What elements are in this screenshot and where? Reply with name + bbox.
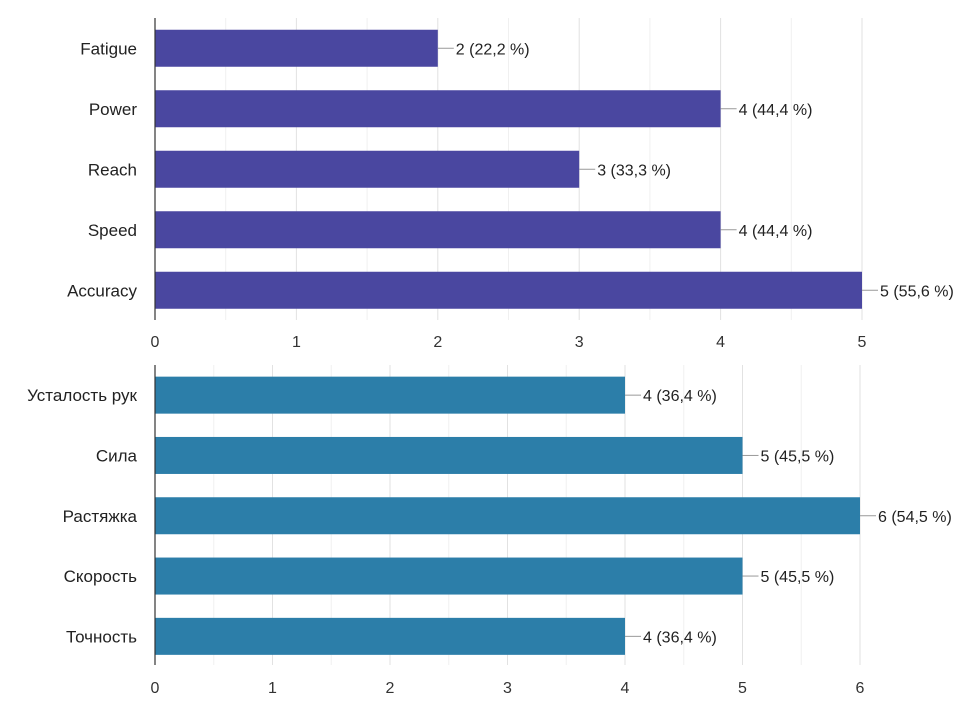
chart-2-x-tick-label: 6 [856,680,865,697]
chart-2-data-label: 5 (45,5 %) [761,448,835,465]
chart-1-bar [155,271,862,309]
chart-1-category-label: Speed [88,221,137,240]
chart-2-category-label: Точность [66,627,137,646]
chart-2-x-tick-label: 1 [268,680,277,697]
chart-1-category-label: Accuracy [67,281,137,300]
chart-2-category-label: Растяжка [63,507,138,526]
chart-2-bar [155,497,860,535]
chart-1-data-label: 2 (22,2 %) [456,41,530,58]
chart-1-bar [155,150,580,188]
chart-2-data-label: 4 (36,4 %) [643,388,717,405]
chart-2-data-label: 6 (54,5 %) [878,509,952,526]
chart-2-data-label: 4 (36,4 %) [643,629,717,646]
chart-2-category-label: Сила [96,446,138,465]
chart-2-x-tick-label: 3 [503,680,512,697]
chart-2-bar [155,376,625,414]
chart-2-bar [155,436,743,474]
chart-2-x-tick-label: 0 [151,680,160,697]
chart-2-x-tick-label: 4 [621,680,630,697]
chart-1-x-tick-label: 0 [151,334,160,351]
chart-2-category-label: Усталость рук [27,386,137,405]
chart-2-x-tick-label: 2 [386,680,395,697]
chart-1-category-label: Reach [88,160,137,179]
chart-1-data-label: 4 (44,4 %) [739,102,813,119]
chart-2-bar [155,557,743,595]
chart-1-bar [155,211,721,249]
chart-1-x-tick-label: 5 [858,334,867,351]
chart-1-data-label: 5 (55,6 %) [880,283,954,300]
chart-1-x-tick-label: 2 [433,334,442,351]
chart-2-x-tick-label: 5 [738,680,747,697]
chart-1-category-label: Power [89,100,138,119]
chart-1-data-label: 3 (33,3 %) [597,162,671,179]
chart-1-bar [155,90,721,128]
chart-1-x-tick-label: 3 [575,334,584,351]
chart-2-bar [155,617,625,655]
chart-1-category-label: Fatigue [80,39,137,58]
chart-1-data-label: 4 (44,4 %) [739,223,813,240]
chart-1-bar [155,29,438,67]
chart-2-data-label: 5 (45,5 %) [761,569,835,586]
chart-1-x-tick-label: 4 [716,334,725,351]
chart-1-x-tick-label: 1 [292,334,301,351]
chart-2-category-label: Скорость [64,567,138,586]
